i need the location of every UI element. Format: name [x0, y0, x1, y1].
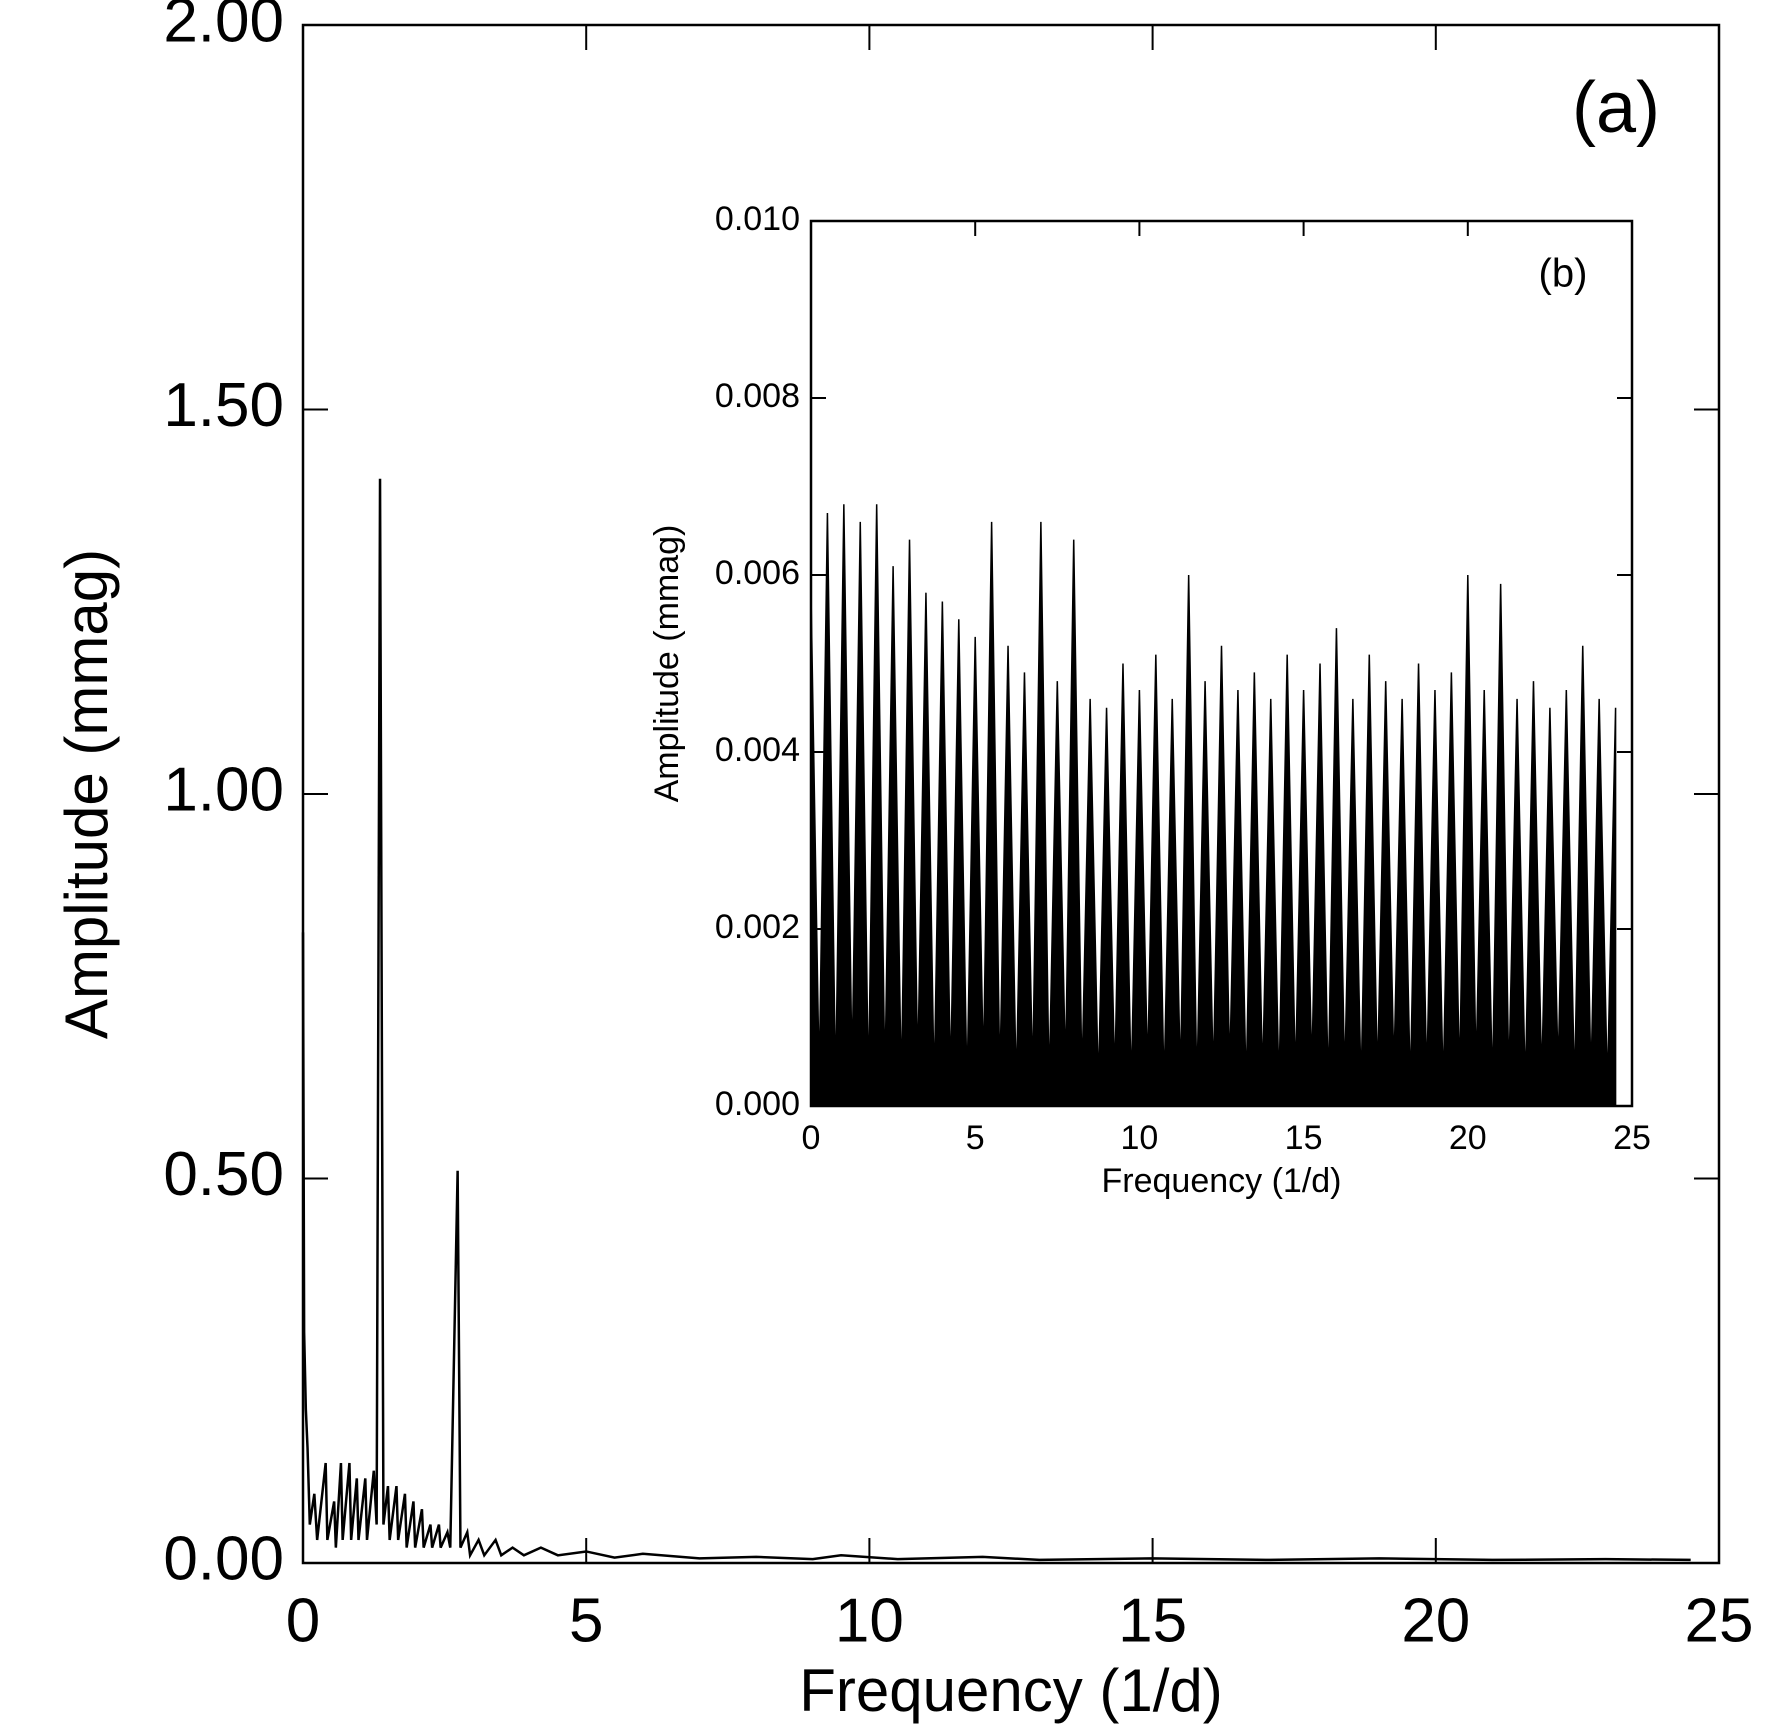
y-tick-label: 0.006 — [715, 554, 800, 592]
x-tick-label: 5 — [569, 1586, 603, 1655]
x-tick-label: 10 — [1120, 1119, 1158, 1157]
y-tick-label: 0.008 — [715, 377, 800, 415]
y-tick-label: 0.000 — [715, 1085, 800, 1123]
y-tick-label: 1.00 — [163, 755, 284, 824]
spectrum-line — [301, 478, 1691, 1562]
y-tick-label: 1.50 — [163, 371, 284, 440]
y-axis-title: Amplitude (mmag) — [648, 525, 686, 803]
x-axis-title: Frequency (1/d) — [1102, 1162, 1342, 1200]
x-tick-label: 20 — [1401, 1586, 1470, 1655]
y-tick-label: 0.50 — [163, 1140, 284, 1209]
y-tick-label: 0.004 — [715, 731, 800, 769]
y-tick-label: 0.010 — [715, 200, 800, 238]
x-tick-label: 0 — [286, 1586, 320, 1655]
y-tick-label: 0.002 — [715, 908, 800, 946]
x-tick-label: 15 — [1285, 1119, 1323, 1157]
panel-label: (a) — [1572, 68, 1660, 148]
y-tick-label: 0.00 — [163, 1524, 284, 1593]
y-axis-title: Amplitude (mmag) — [53, 549, 120, 1039]
x-tick-label: 5 — [966, 1119, 985, 1157]
plot-frame — [809, 219, 1634, 1108]
spectrum-line — [810, 504, 1617, 1107]
x-tick-label: 10 — [835, 1586, 904, 1655]
x-axis-title: Frequency (1/d) — [799, 1657, 1223, 1724]
x-tick-label: 15 — [1118, 1586, 1187, 1655]
y-tick-label: 2.00 — [163, 0, 284, 55]
x-tick-label: 20 — [1449, 1119, 1487, 1157]
x-tick-label: 0 — [802, 1119, 821, 1157]
x-tick-label: 25 — [1685, 1586, 1754, 1655]
x-tick-label: 25 — [1613, 1119, 1651, 1157]
panel-label: (b) — [1539, 252, 1588, 296]
